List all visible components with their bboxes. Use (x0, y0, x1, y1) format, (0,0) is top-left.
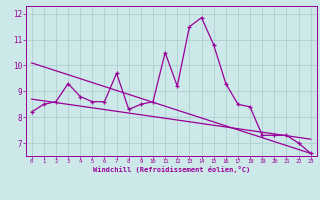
X-axis label: Windchill (Refroidissement éolien,°C): Windchill (Refroidissement éolien,°C) (92, 166, 250, 173)
